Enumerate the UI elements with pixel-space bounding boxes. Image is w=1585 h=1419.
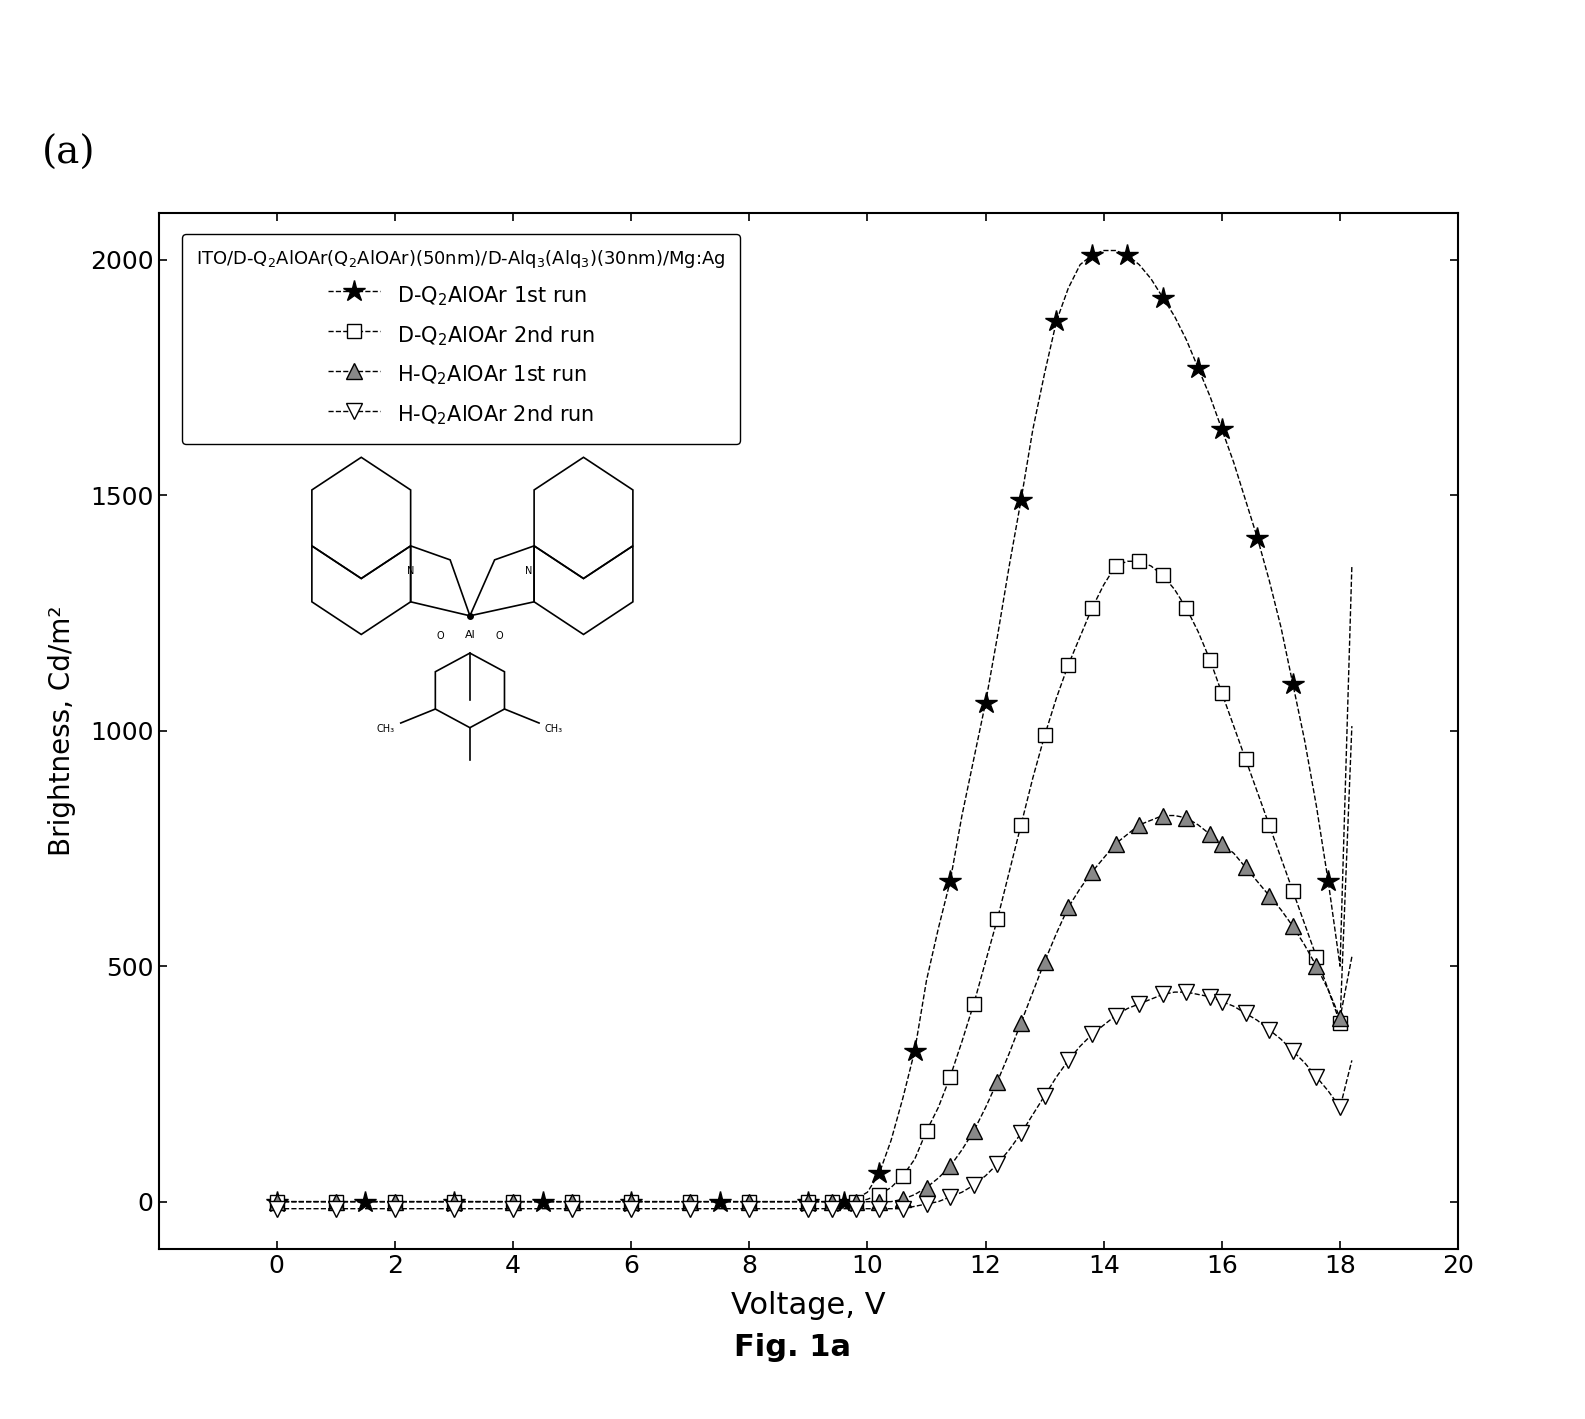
H-Q$_2$AlOAr 1st run	[918, 1179, 937, 1196]
H-Q$_2$AlOAr 2nd run	[1200, 988, 1219, 1005]
H-Q$_2$AlOAr 1st run	[415, 1193, 434, 1210]
Line: H-Q$_2$AlOAr 1st run: H-Q$_2$AlOAr 1st run	[268, 807, 1360, 1210]
H-Q$_2$AlOAr 1st run	[1342, 948, 1362, 965]
H-Q$_2$AlOAr 1st run	[1295, 937, 1314, 954]
H-Q$_2$AlOAr 2nd run	[1165, 983, 1184, 1000]
Text: (a): (a)	[41, 135, 95, 172]
H-Q$_2$AlOAr 2nd run	[1342, 1051, 1362, 1069]
H-Q$_2$AlOAr 2nd run	[268, 1200, 287, 1218]
Y-axis label: Brightness, Cd/m²: Brightness, Cd/m²	[48, 606, 76, 856]
D-Q$_2$AlOAr 2nd run	[268, 1193, 287, 1210]
H-Q$_2$AlOAr 2nd run	[918, 1195, 937, 1212]
D-Q$_2$AlOAr 1st run	[1094, 243, 1113, 260]
H-Q$_2$AlOAr 2nd run	[415, 1200, 434, 1218]
Legend: D-Q$_2$AlOAr 1st run, D-Q$_2$AlOAr 2nd run, H-Q$_2$AlOAr 1st run, H-Q$_2$AlOAr 2: D-Q$_2$AlOAr 1st run, D-Q$_2$AlOAr 2nd r…	[182, 234, 740, 444]
H-Q$_2$AlOAr 2nd run	[1295, 1054, 1314, 1071]
D-Q$_2$AlOAr 2nd run	[918, 1122, 937, 1139]
H-Q$_2$AlOAr 1st run	[1154, 807, 1173, 824]
D-Q$_2$AlOAr 2nd run	[740, 1193, 759, 1210]
D-Q$_2$AlOAr 1st run	[268, 1193, 287, 1210]
D-Q$_2$AlOAr 1st run	[1200, 387, 1219, 404]
Line: D-Q$_2$AlOAr 1st run: D-Q$_2$AlOAr 1st run	[266, 240, 1363, 1213]
H-Q$_2$AlOAr 2nd run	[823, 1200, 842, 1218]
D-Q$_2$AlOAr 1st run	[823, 1193, 842, 1210]
Line: H-Q$_2$AlOAr 2nd run: H-Q$_2$AlOAr 2nd run	[268, 983, 1360, 1218]
Line: D-Q$_2$AlOAr 2nd run: D-Q$_2$AlOAr 2nd run	[269, 555, 1358, 1209]
D-Q$_2$AlOAr 1st run	[740, 1193, 759, 1210]
D-Q$_2$AlOAr 2nd run	[1342, 718, 1362, 735]
H-Q$_2$AlOAr 1st run	[268, 1193, 287, 1210]
H-Q$_2$AlOAr 2nd run	[740, 1200, 759, 1218]
D-Q$_2$AlOAr 2nd run	[823, 1193, 842, 1210]
D-Q$_2$AlOAr 1st run	[1295, 732, 1314, 749]
D-Q$_2$AlOAr 1st run	[415, 1193, 434, 1210]
D-Q$_2$AlOAr 1st run	[918, 972, 937, 989]
D-Q$_2$AlOAr 2nd run	[1295, 915, 1314, 932]
H-Q$_2$AlOAr 1st run	[740, 1193, 759, 1210]
D-Q$_2$AlOAr 2nd run	[1200, 651, 1219, 668]
Text: Fig. 1a: Fig. 1a	[734, 1334, 851, 1362]
H-Q$_2$AlOAr 1st run	[823, 1193, 842, 1210]
D-Q$_2$AlOAr 2nd run	[415, 1193, 434, 1210]
D-Q$_2$AlOAr 1st run	[1342, 558, 1362, 575]
H-Q$_2$AlOAr 1st run	[1200, 826, 1219, 843]
X-axis label: Voltage, V: Voltage, V	[731, 1291, 886, 1321]
D-Q$_2$AlOAr 2nd run	[1117, 553, 1136, 570]
